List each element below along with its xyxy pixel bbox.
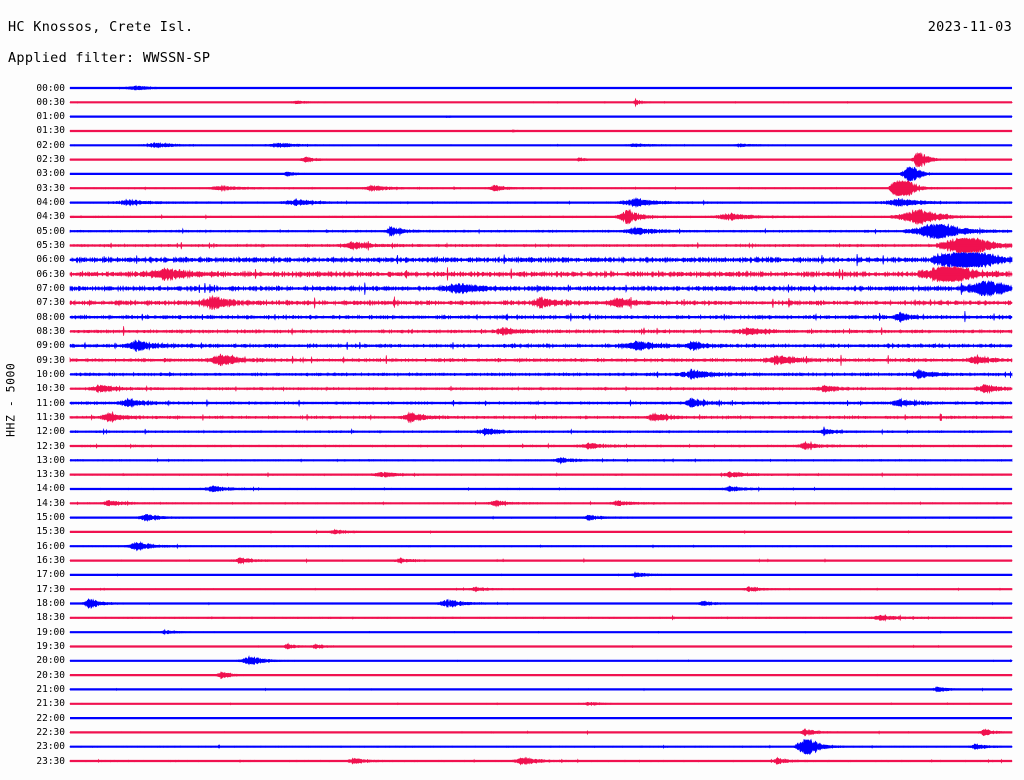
time-tick-label: 04:00 [36,197,65,209]
time-tick-label: 06:30 [36,268,65,280]
time-tick-label: 21:30 [36,698,65,710]
time-tick-label: 12:30 [36,440,65,452]
time-tick-label: 01:30 [36,125,65,137]
time-tick-label: 00:00 [36,82,65,94]
trace-plot-area: 00:00 00:30 01:00 01:30 02:00 02:30 03:00 03:30… [0,76,1024,776]
time-tick-label: 07:00 [36,282,65,294]
time-tick-label: 15:30 [36,526,65,538]
applied-filter-label: Applied filter: WWSSN-SP [8,50,211,66]
time-tick-label: 22:00 [36,712,65,724]
time-tick-label: 14:00 [36,483,65,495]
time-tick-label: 12:00 [36,426,65,438]
time-tick-label: 01:00 [36,111,65,123]
time-tick-label: 11:00 [36,397,65,409]
seismic-traces [69,85,1014,766]
time-tick-label: 09:30 [36,354,65,366]
time-tick-label: 04:30 [36,211,65,223]
time-tick-label: 09:00 [36,340,65,352]
time-tick-label: 19:00 [36,626,65,638]
time-tick-label: 15:00 [36,512,65,524]
time-tick-label: 05:30 [36,240,65,252]
time-tick-label: 02:30 [36,154,65,166]
record-date: 2023-11-03 [927,19,1012,35]
time-tick-label: 20:00 [36,655,65,667]
time-tick-label: 21:00 [36,683,65,695]
time-tick-label: 03:00 [36,168,65,180]
time-tick-label: 19:30 [36,640,65,652]
time-tick-label: 03:30 [36,182,65,194]
time-tick-label: 05:00 [36,225,65,237]
time-tick-label: 22:30 [36,726,65,738]
time-tick-label: 23:00 [36,741,65,753]
time-tick-label: 17:00 [36,569,65,581]
time-tick-label: 13:30 [36,469,65,481]
time-tick-label: 02:00 [36,139,65,151]
time-tick-label: 20:30 [36,669,65,681]
time-tick-label: 16:30 [36,555,65,567]
time-tick-label: 18:00 [36,598,65,610]
time-tick-label: 06:00 [36,254,65,266]
time-tick-label: 00:30 [36,96,65,108]
time-tick-label: 11:30 [36,411,65,423]
time-tick-label: 08:00 [36,311,65,323]
time-tick-label: 16:00 [36,540,65,552]
time-tick-label: 13:00 [36,454,65,466]
time-tick-label: 23:30 [36,755,65,767]
time-tick-label: 07:30 [36,297,65,309]
station-title: HC Knossos, Crete Isl. [8,19,194,35]
time-tick-label: 10:30 [36,383,65,395]
time-tick-label: 18:30 [36,612,65,624]
time-tick-label: 08:30 [36,325,65,337]
time-tick-label: 10:00 [36,368,65,380]
time-tick-label: 14:30 [36,497,65,509]
time-tick-label: 17:30 [36,583,65,595]
